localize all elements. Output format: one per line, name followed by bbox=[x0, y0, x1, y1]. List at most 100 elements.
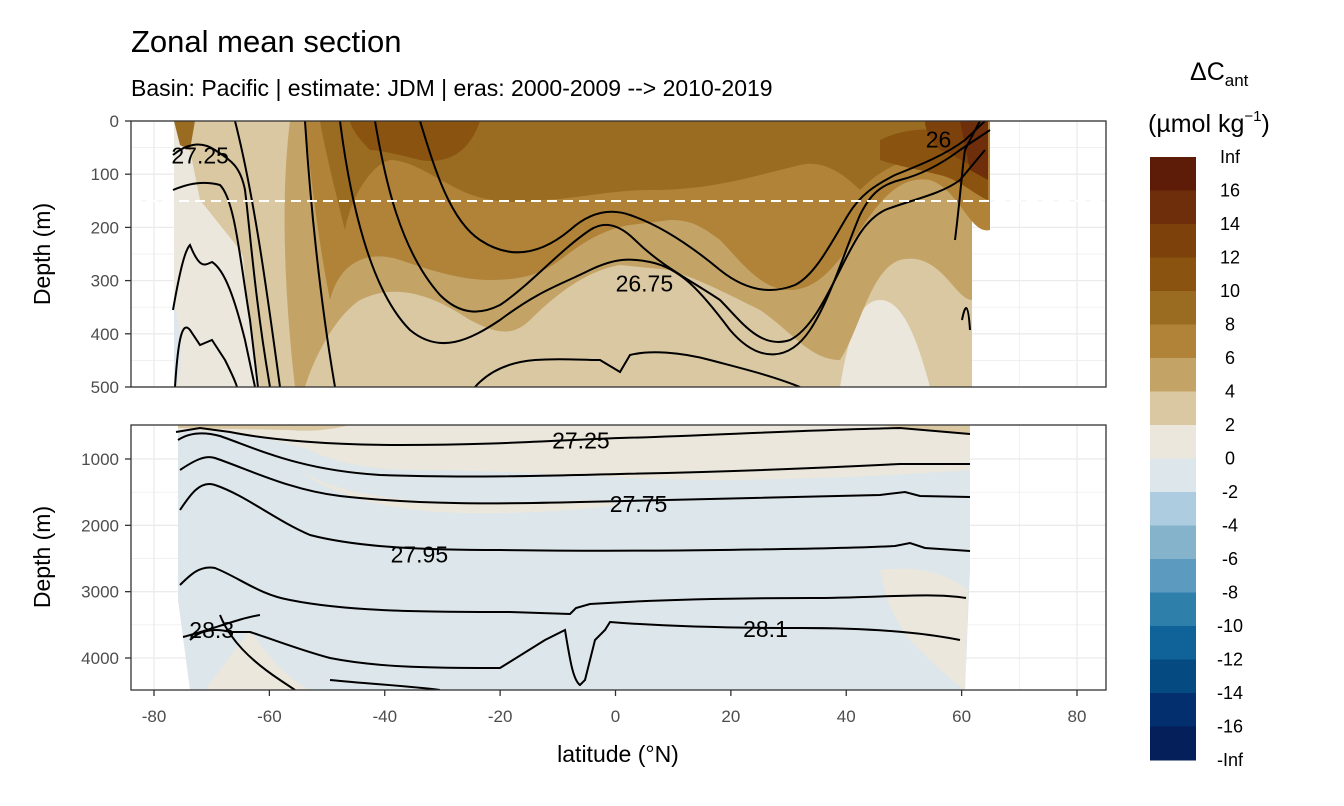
band-0-neg2 bbox=[178, 430, 970, 690]
chart-subtitle: Basin: Pacific | estimate: JDM | eras: 2… bbox=[131, 75, 773, 101]
y-tick-label: 200 bbox=[91, 218, 119, 237]
legend-swatch bbox=[1150, 492, 1196, 526]
legend-swatch bbox=[1150, 358, 1196, 392]
contour-label: 27.95 bbox=[391, 542, 449, 568]
x-tick-label: 80 bbox=[1068, 707, 1087, 726]
lower-panel-isopycnals bbox=[175, 426, 971, 690]
x-tick-label: 0 bbox=[611, 707, 620, 726]
legend-colorbar: Inf 16 14 12 10 8 6 4 2 0 -2 -4 -6 -8 -10 -12 -14 -16 -Inf bbox=[1150, 147, 1244, 770]
upper-panel-fill bbox=[174, 121, 990, 387]
legend-tick-label: -14 bbox=[1217, 683, 1243, 703]
isopycnal-lower-3 bbox=[179, 456, 971, 505]
isopycnal-lower-5 bbox=[179, 566, 967, 616]
legend-tick-label: 14 bbox=[1220, 214, 1240, 234]
isopycnal-upper-12 bbox=[961, 307, 971, 331]
isopycnal-lower-6 bbox=[189, 620, 961, 687]
contour-label: 27.75 bbox=[610, 491, 668, 517]
legend-tick-label: 4 bbox=[1225, 382, 1235, 402]
isopycnal-lower-8 bbox=[219, 614, 296, 690]
legend-tick-label: -8 bbox=[1222, 583, 1238, 603]
isopycnal-upper-8 bbox=[374, 121, 986, 343]
isopycnal-lower-4 bbox=[179, 483, 971, 552]
contour-label: 28.3 bbox=[189, 617, 234, 643]
band-8-10 bbox=[320, 121, 975, 230]
isopycnal-upper-2 bbox=[172, 181, 259, 387]
band-2-4-lower bbox=[178, 425, 350, 431]
contour-label: 27.25 bbox=[552, 427, 610, 453]
y-tick-label: 3000 bbox=[81, 583, 119, 602]
x-tick-label: -80 bbox=[142, 707, 167, 726]
legend-tick-label: 16 bbox=[1220, 181, 1240, 201]
isopycnal-lower-9 bbox=[329, 679, 441, 690]
y-tick-label: 4000 bbox=[81, 649, 119, 668]
legend-tick-label: 2 bbox=[1225, 415, 1235, 435]
legend-tick-label: -10 bbox=[1217, 616, 1243, 636]
isopycnal-upper-4 bbox=[174, 326, 238, 387]
y-axis-title-upper: Depth (m) bbox=[29, 203, 55, 305]
legend-swatch bbox=[1150, 559, 1196, 593]
legend-tick-label: 8 bbox=[1225, 315, 1235, 335]
y-tick-label: 2000 bbox=[81, 516, 119, 535]
y-tick-label: 0 bbox=[110, 112, 119, 131]
legend-tick-label: 0 bbox=[1225, 449, 1235, 469]
legend-tick-label: -12 bbox=[1217, 650, 1243, 670]
y-tick-label: 500 bbox=[91, 378, 119, 397]
x-tick-label: -40 bbox=[372, 707, 397, 726]
upper-panel-border bbox=[130, 120, 1107, 388]
band-0-2-a bbox=[178, 425, 970, 480]
legend-swatch bbox=[1150, 726, 1196, 761]
legend-swatch bbox=[1150, 458, 1196, 493]
legend-tick-label: Inf bbox=[1220, 147, 1241, 167]
legend-unit-main: (µmol kg bbox=[1148, 110, 1244, 138]
x-tick-label: -20 bbox=[488, 707, 513, 726]
legend-title-sub: ant bbox=[1225, 71, 1249, 90]
isopycnal-upper-9 bbox=[419, 121, 986, 291]
x-tick-label: 40 bbox=[837, 707, 856, 726]
y-tick-label: 100 bbox=[91, 165, 119, 184]
isopycnal-upper-11 bbox=[954, 121, 981, 241]
legend-unit-sup: −1 bbox=[1244, 108, 1261, 125]
isopycnal-lower-2 bbox=[177, 432, 970, 478]
legend-swatch bbox=[1150, 425, 1196, 459]
band-10-12 bbox=[350, 121, 480, 161]
lower-panel-fill bbox=[178, 425, 970, 690]
isopycnal-upper-10 bbox=[474, 351, 801, 387]
legend-tick-label: -6 bbox=[1222, 549, 1238, 569]
legend-swatch bbox=[1150, 257, 1196, 292]
x-tick-label: -60 bbox=[257, 707, 282, 726]
isopycnal-upper-6 bbox=[304, 121, 336, 387]
legend-title-main: ΔC bbox=[1190, 58, 1225, 86]
legend-swatch bbox=[1150, 693, 1196, 727]
legend-tick-label: -16 bbox=[1217, 717, 1243, 737]
legend-swatch bbox=[1150, 324, 1196, 359]
isopycnal-upper-3 bbox=[172, 243, 256, 387]
isopycnal-lower-1 bbox=[175, 426, 971, 447]
legend-tick-label: -4 bbox=[1222, 516, 1238, 536]
legend-tick-label: -Inf bbox=[1217, 750, 1244, 770]
legend-tick-label: 10 bbox=[1220, 281, 1240, 301]
legend-swatch bbox=[1150, 659, 1196, 694]
contour-label: 27.25 bbox=[171, 143, 229, 169]
isopycnal-upper-5 bbox=[234, 121, 281, 387]
contour-label: 28.1 bbox=[743, 616, 788, 642]
lower-panel-border bbox=[130, 424, 1107, 691]
legend-swatch bbox=[1150, 626, 1196, 660]
upper-panel-isopycnals bbox=[172, 121, 991, 387]
legend-swatch bbox=[1150, 291, 1196, 325]
legend-title-line1: ΔCant bbox=[1190, 58, 1249, 90]
legend-tick-label: -2 bbox=[1222, 482, 1238, 502]
legend-swatch bbox=[1150, 592, 1196, 627]
legend-swatch bbox=[1150, 190, 1196, 225]
legend-swatch bbox=[1150, 391, 1196, 426]
x-axis-title: latitude (°N) bbox=[557, 741, 679, 767]
legend-unit-close: ) bbox=[1261, 110, 1269, 138]
legend-tick-label: 6 bbox=[1225, 348, 1235, 368]
legend-title-line2: (µmol kg−1) bbox=[1148, 108, 1270, 138]
y-tick-label: 1000 bbox=[81, 450, 119, 469]
band-0-2-d bbox=[205, 630, 310, 690]
y-tick-label: 400 bbox=[91, 325, 119, 344]
legend-swatch bbox=[1150, 525, 1196, 560]
band-0-2-c bbox=[880, 568, 968, 690]
isopycnal-upper-1 bbox=[172, 143, 271, 387]
